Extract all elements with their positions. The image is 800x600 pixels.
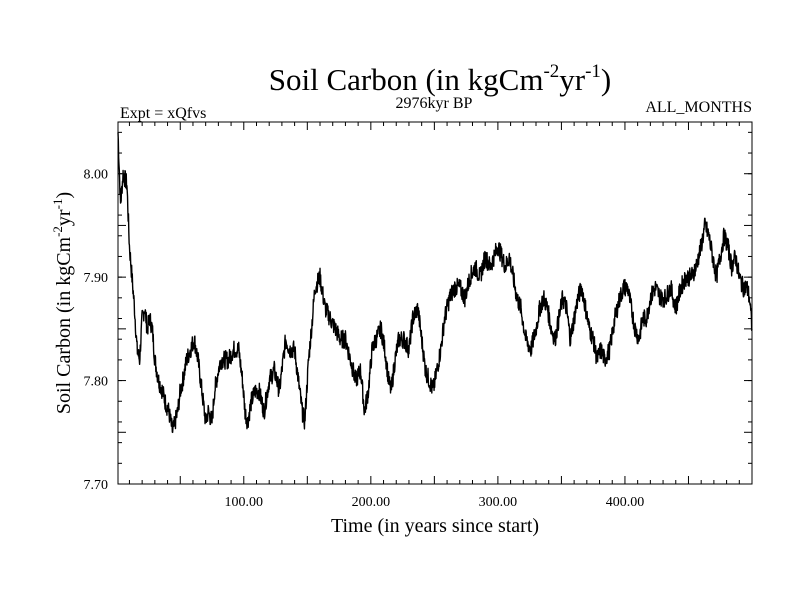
- y-tick-label: 7.90: [84, 271, 109, 286]
- series-line-soil-carbon: [117, 132, 753, 434]
- y-label-superscript-2: -1: [50, 199, 65, 210]
- x-tick-label: 100.00: [225, 495, 264, 510]
- y-label-superscript-1: -2: [50, 226, 65, 237]
- title-superscript-2: -1: [585, 61, 601, 82]
- period-label: 2976kyr BP: [396, 95, 473, 112]
- y-tick-label: 7.70: [84, 478, 109, 493]
- experiment-label: Expt = xQfvs: [120, 105, 206, 122]
- y-tick-label: 8.00: [84, 168, 109, 183]
- y-axis-label: Soil Carbon (in kgCm-2yr-1): [50, 192, 75, 414]
- plot-area-frame: [117, 121, 753, 485]
- axis-tick-labels: 100.00 200.00 300.00 400.00 7.70 7.80 7.90 8.00: [84, 168, 645, 510]
- axis-ticks: [118, 122, 752, 484]
- x-axis-label: Time (in years since start): [331, 515, 539, 537]
- title-superscript-1: -2: [543, 61, 559, 82]
- x-tick-label: 200.00: [352, 495, 391, 510]
- x-tick-label: 400.00: [606, 495, 645, 510]
- chart-title: Soil Carbon (in kgCm-2yr-1): [269, 61, 612, 97]
- months-label: ALL_MONTHS: [645, 99, 752, 116]
- x-tick-label: 300.00: [479, 495, 518, 510]
- y-tick-label: 7.80: [84, 375, 109, 390]
